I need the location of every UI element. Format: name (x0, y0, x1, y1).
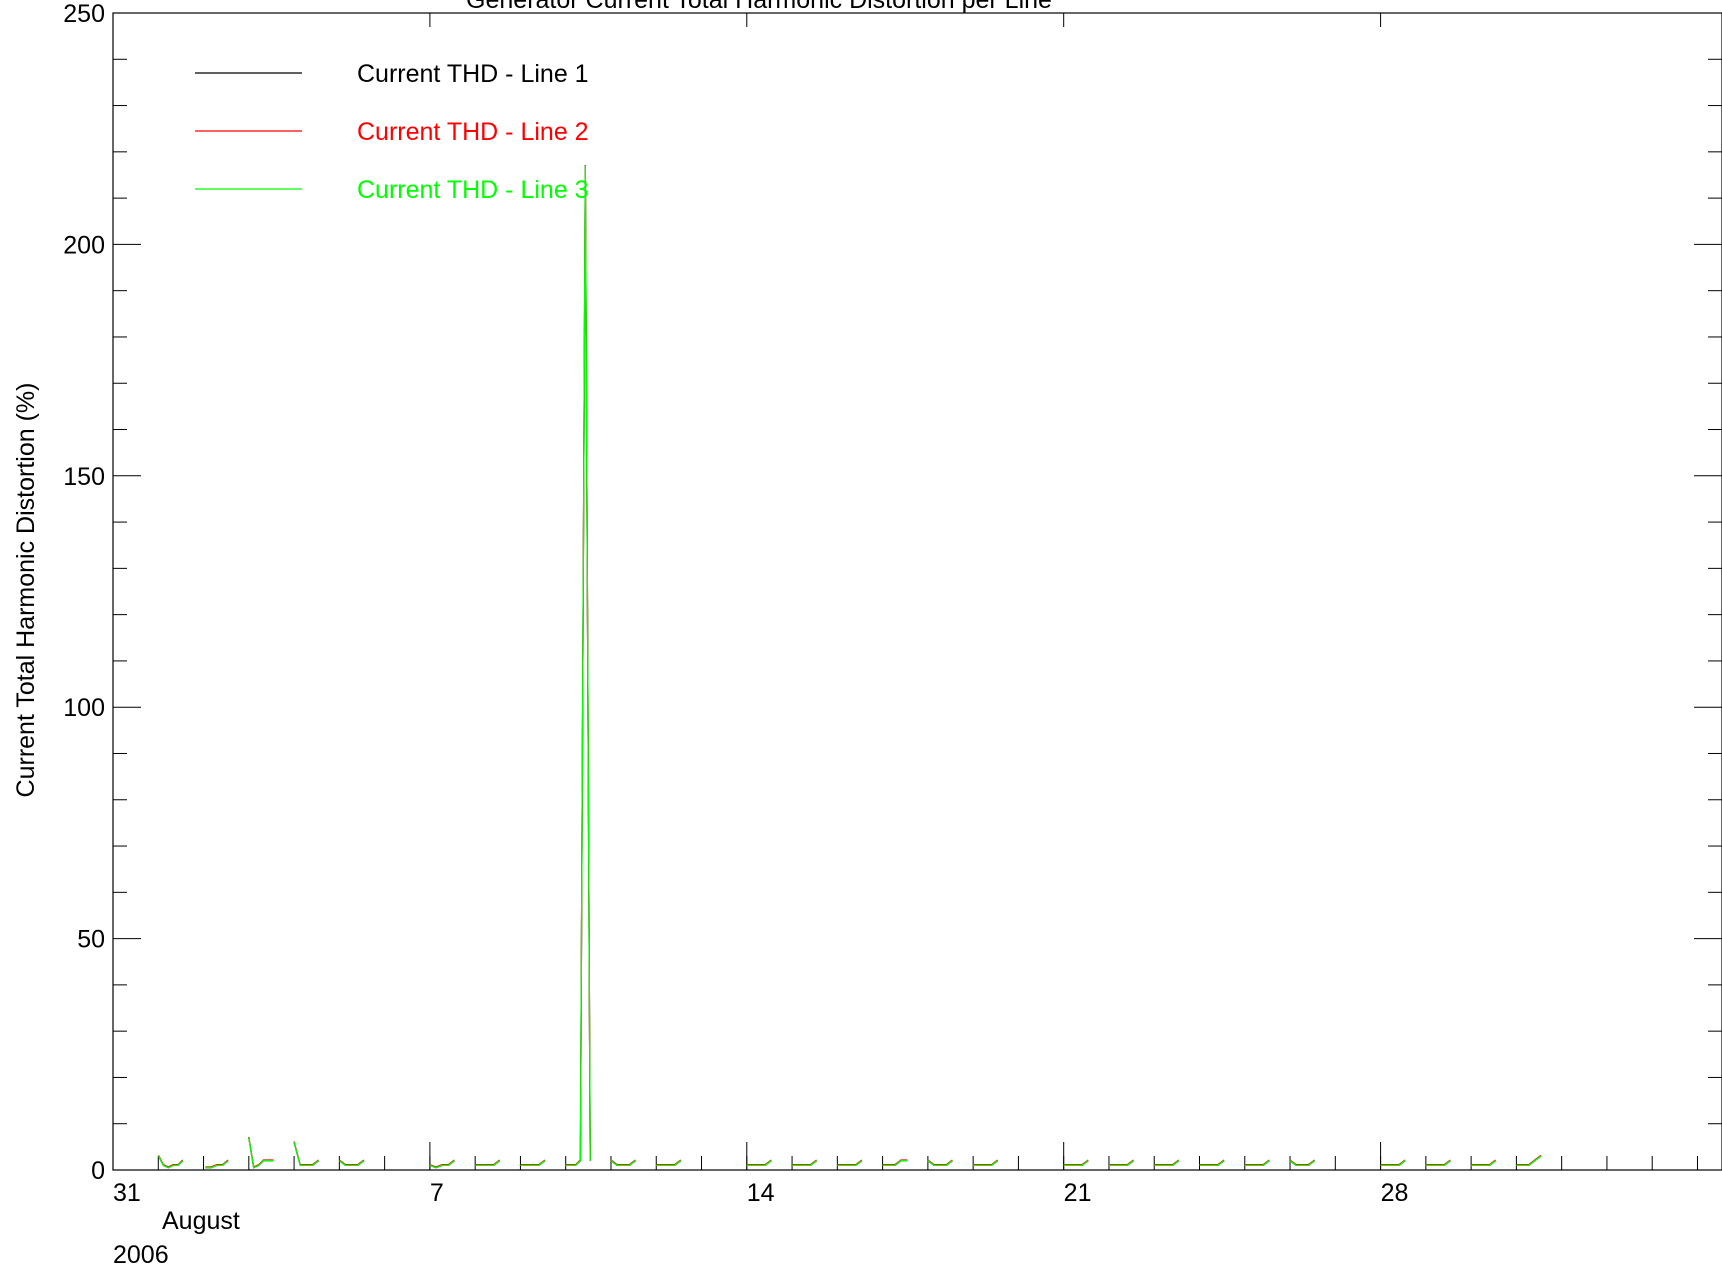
series-segment (1109, 1160, 1134, 1167)
series-segment (158, 1155, 184, 1168)
plot-frame (112, 12, 1722, 1171)
series-segment (1199, 1160, 1225, 1167)
series-segment (293, 1141, 319, 1166)
series-segment (927, 1160, 953, 1167)
x-axis-month-label: August (162, 1207, 240, 1235)
series-segment (339, 1160, 365, 1167)
series-segment (158, 1155, 184, 1169)
series-segment (882, 1160, 908, 1167)
y-axis: 0 50 100 150 200 250 (63, 0, 1722, 1185)
x-tick-label: 7 (430, 1179, 444, 1207)
series-segment (520, 1160, 546, 1167)
series-segment (565, 165, 591, 1167)
series-segment (248, 1137, 274, 1169)
series-segment (205, 1160, 229, 1169)
x-axis-year-label: 2006 (113, 1241, 169, 1269)
plot-border (112, 12, 1722, 1171)
series-segment (1425, 1160, 1451, 1167)
series-segment (1244, 1160, 1270, 1167)
series-segment (1289, 1160, 1315, 1167)
y-tick-label: 50 (77, 926, 105, 954)
series-segment (973, 1160, 999, 1167)
y-tick-label: 0 (91, 1157, 105, 1185)
series-segment (1380, 1160, 1406, 1167)
x-tick-label: 31 (113, 1179, 141, 1207)
series-segment (429, 1160, 455, 1169)
series-segment (837, 1160, 863, 1167)
series-segment (293, 1142, 319, 1167)
series-segment (656, 1160, 682, 1167)
series-segment (792, 1160, 817, 1167)
y-tick-label: 100 (63, 694, 105, 722)
series-segment (610, 1160, 636, 1167)
series-segment (475, 1160, 501, 1167)
legend: Current THD - Line 1 Current THD - Line 2… (195, 60, 589, 204)
x-axis: 31 7 14 21 28 (112, 13, 1698, 1207)
series-3-line (158, 165, 1542, 1169)
series-segment (746, 1160, 772, 1167)
legend-label: Current THD - Line 3 (357, 176, 589, 204)
series-segment (1516, 1155, 1542, 1167)
plot-area (158, 164, 1542, 1169)
y-axis-title: Current Total Harmonic Distortion (%) (12, 383, 40, 798)
chart-title: Generator Current Total Harmonic Distort… (466, 0, 1052, 14)
series-2-line (158, 164, 1542, 1168)
legend-label: Current THD - Line 2 (357, 118, 589, 146)
series-segment (1516, 1154, 1542, 1166)
series-segment (1154, 1160, 1180, 1167)
x-tick-label: 14 (747, 1179, 775, 1207)
y-tick-label: 250 (63, 0, 105, 28)
series-1-line (158, 165, 1542, 1169)
y-tick-label: 200 (63, 231, 105, 259)
x-tick-label: 28 (1381, 1179, 1409, 1207)
x-tick-label: 21 (1064, 1179, 1092, 1207)
legend-label: Current THD - Line 1 (357, 60, 589, 88)
series-segment (1471, 1160, 1496, 1167)
y-tick-label: 150 (63, 463, 105, 491)
series-segment (1063, 1160, 1089, 1167)
